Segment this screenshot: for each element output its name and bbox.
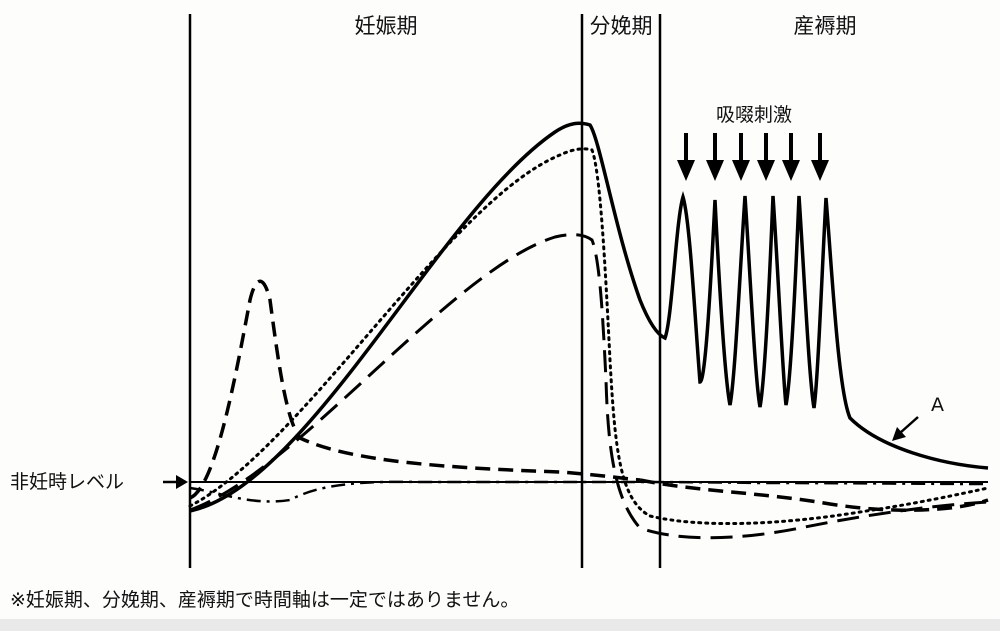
- baseline-label: 非妊時レベル: [10, 471, 124, 493]
- curve-a-label: A: [931, 394, 944, 416]
- stimulus-arrow: [677, 133, 695, 181]
- stimulus-arrow: [811, 133, 829, 181]
- stimulus-arrows: [677, 133, 829, 181]
- series-solid-A: [189, 121, 989, 513]
- stimulus-label: 吸啜刺激: [716, 104, 792, 126]
- stimulus-arrow: [732, 133, 750, 181]
- bottom-bar: [0, 619, 1000, 631]
- stimulus-arrow: [782, 133, 800, 181]
- series-dashed-curve: [189, 279, 641, 500]
- period-dividers: [188, 14, 662, 568]
- period-label-postpartum: 産褥期: [794, 14, 857, 38]
- period-label-delivery: 分娩期: [590, 14, 653, 38]
- series-dotted: [188, 147, 990, 526]
- stimulus-arrow: [757, 133, 775, 181]
- series-dash-dot: [189, 480, 989, 503]
- series-dashed-late: [639, 478, 989, 512]
- period-label-pregnancy: 妊娠期: [355, 14, 418, 38]
- baseline-arrow: [163, 475, 188, 489]
- stimulus-arrow: [706, 133, 724, 181]
- curve-a-arrow: [892, 416, 919, 441]
- footnote: ※妊娠期、分娩期、産褥期で時間軸は一定ではありません。: [10, 589, 520, 611]
